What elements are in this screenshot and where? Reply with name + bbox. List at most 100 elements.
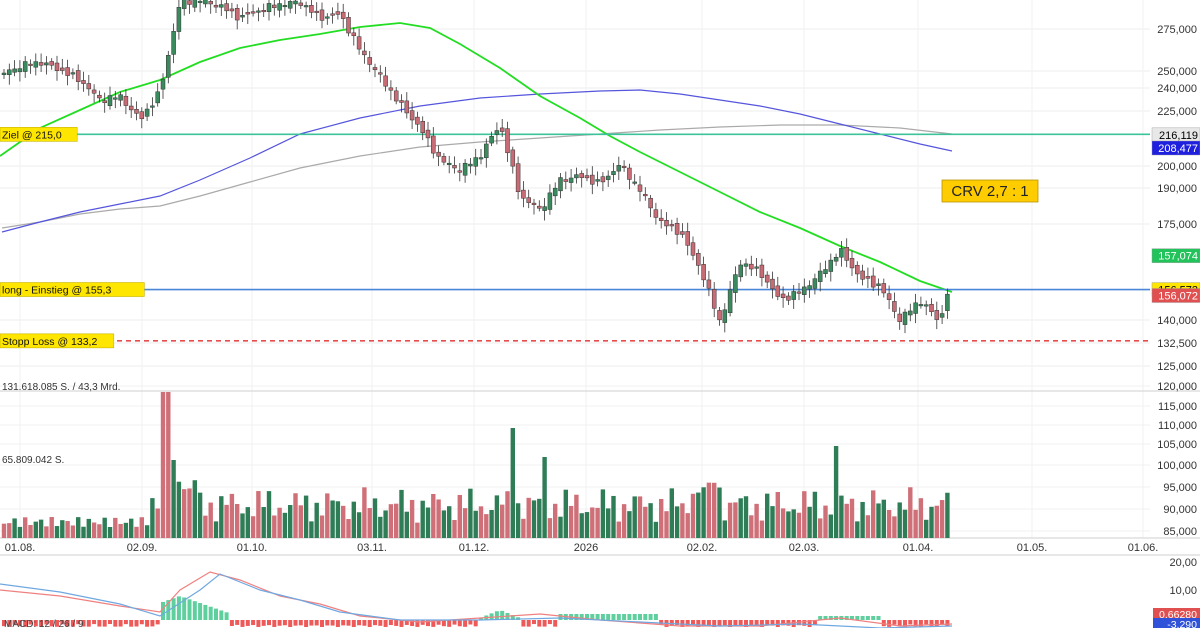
macd-bar — [272, 620, 277, 627]
candle — [547, 192, 553, 210]
macd-bar — [86, 620, 91, 627]
volume-bar — [674, 506, 680, 538]
volume-bar — [420, 500, 425, 538]
price-tick-label: 140,000 — [1157, 315, 1197, 327]
price-tick-label: 250,000 — [1157, 66, 1197, 78]
candle — [579, 173, 584, 178]
volume-bar — [171, 460, 176, 538]
candle — [722, 309, 728, 323]
candle — [929, 304, 934, 313]
macd-bar — [526, 620, 531, 627]
macd-bar — [28, 620, 33, 625]
macd-bar — [76, 620, 81, 625]
volume-bar — [510, 428, 515, 538]
candle — [234, 8, 240, 21]
macd-tick-label: 20,00 — [1169, 557, 1197, 569]
candle — [685, 231, 690, 246]
volume-bar — [431, 494, 436, 538]
volume-bar — [759, 520, 765, 538]
macd-bar — [394, 620, 399, 626]
volume-bar — [515, 503, 521, 538]
volume-bar — [664, 511, 669, 538]
macd-bar — [844, 616, 849, 620]
volume-bar — [123, 522, 129, 538]
candle — [505, 128, 510, 154]
macd-bar — [187, 599, 192, 620]
macd-bar — [648, 614, 653, 620]
price-tick-label: 132,500 — [1157, 338, 1197, 350]
macd-value-label: -3,290 — [1167, 619, 1197, 628]
candle — [860, 270, 865, 280]
volume-bar — [28, 524, 33, 538]
volume-bar — [12, 518, 17, 538]
macd-bar — [362, 620, 367, 626]
candle — [870, 275, 876, 288]
time-tick-label: 03.11. — [357, 542, 387, 554]
volume-bar — [134, 526, 139, 538]
macd-bar — [267, 620, 271, 626]
volume-bar — [579, 513, 584, 538]
volume-bar — [394, 503, 399, 538]
macd-bar — [277, 620, 282, 626]
macd-bar — [749, 620, 754, 626]
volume-bar — [176, 481, 182, 538]
macd-bar — [770, 620, 775, 626]
volume-bar — [553, 503, 558, 538]
macd-bar — [701, 620, 706, 626]
volume-bar — [298, 505, 303, 538]
volume-bar — [441, 510, 447, 538]
candle — [733, 274, 738, 293]
candle — [515, 163, 521, 193]
candle — [54, 62, 60, 71]
candle — [250, 11, 256, 14]
candle — [892, 301, 897, 312]
macd-bar — [887, 620, 892, 627]
macd-bar — [123, 620, 128, 625]
volume-bar — [462, 508, 468, 538]
candle — [775, 285, 781, 297]
volume-bar — [860, 501, 865, 538]
macd-bar — [245, 620, 250, 626]
macd-bar — [585, 614, 589, 620]
macd-bar — [298, 620, 303, 626]
candle — [256, 10, 261, 13]
volume-bar — [70, 525, 76, 538]
macd-bar — [129, 620, 134, 627]
macd-bar — [765, 620, 770, 626]
candle — [208, 1, 213, 5]
crv-annotation: CRV 2,7 : 1 — [941, 179, 1039, 203]
volume-tick-label: 85,000 — [1163, 526, 1197, 538]
macd-bar — [473, 620, 478, 627]
candle — [796, 291, 802, 294]
candle — [213, 4, 219, 8]
macd-bar — [818, 616, 823, 620]
macd-bar — [494, 611, 499, 620]
volume-bar — [712, 482, 717, 538]
volume-bar — [871, 490, 876, 538]
volume-bar — [939, 500, 945, 538]
volume-bar — [372, 498, 378, 538]
candle — [701, 264, 706, 281]
macd-bar — [309, 620, 314, 626]
candle — [49, 61, 54, 66]
candle — [849, 258, 855, 269]
candlesticks — [1, 0, 950, 334]
volume-bar — [240, 513, 245, 538]
volume-bar — [812, 491, 818, 538]
macd-tick-label: 10,00 — [1169, 585, 1197, 597]
volume-bar — [547, 518, 553, 538]
volume-bar — [680, 503, 685, 538]
macd-bar — [685, 620, 690, 626]
macd-bar — [807, 620, 812, 627]
candle — [81, 80, 86, 84]
macd-bar — [653, 614, 658, 620]
macd-bar — [595, 614, 600, 620]
volume-bar — [886, 509, 892, 538]
volume-bar — [574, 494, 579, 538]
volume-bar — [192, 480, 197, 538]
volume-bar — [765, 493, 770, 538]
volume-tick-label: 105,000 — [1157, 439, 1197, 451]
macd-bar — [945, 620, 950, 627]
volume-bar — [494, 495, 500, 538]
macd-bar — [357, 620, 362, 626]
